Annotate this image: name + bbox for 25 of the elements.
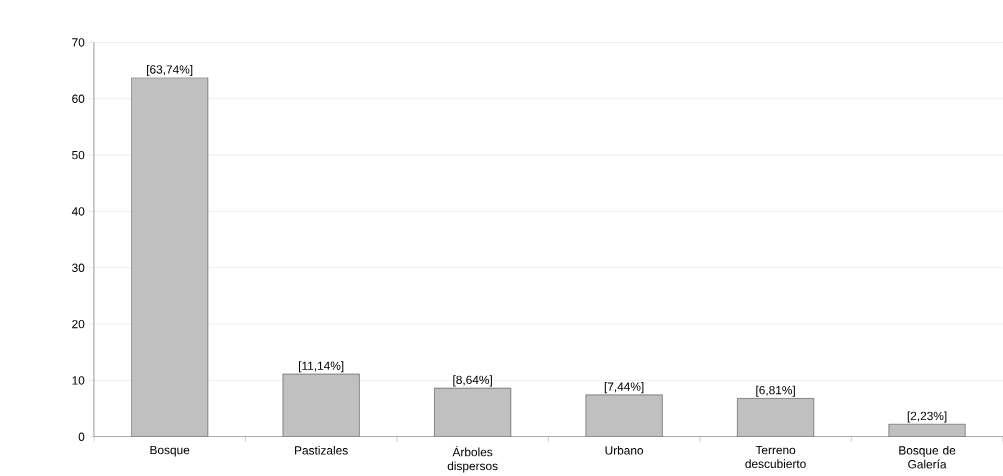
data-label: [63,74%]: [147, 64, 193, 76]
data-label: [8,64%]: [453, 375, 492, 387]
x-tick-label: Árboles dispersos: [447, 445, 498, 473]
y-tick-label: 50: [72, 150, 85, 160]
x-tick-label: Bosque de Galería: [899, 445, 956, 469]
bar: [434, 387, 511, 437]
data-label: [6,81%]: [756, 385, 795, 397]
y-tick-label: 10: [72, 376, 85, 385]
y-tick-label: 30: [72, 263, 85, 272]
data-label: [7,44%]: [604, 381, 644, 393]
x-tick-label: Urbano: [605, 445, 644, 455]
x-tick-label: Bosque: [150, 445, 190, 457]
x-tick-label: Pastizales: [295, 445, 348, 455]
bar: [282, 373, 360, 437]
y-tick-label: 70: [72, 38, 85, 47]
bar: [585, 394, 663, 437]
y-tick-label: 0: [78, 432, 85, 441]
y-tick-label: 20: [72, 319, 85, 329]
bar: [737, 398, 814, 437]
x-tick-label: Terreno descubierto: [745, 445, 806, 468]
data-label: [2,23%]: [907, 411, 947, 423]
y-tick-label: 60: [72, 94, 85, 103]
data-label: [11,14%]: [299, 361, 344, 373]
y-tick-label: 40: [71, 207, 85, 216]
bar: [131, 77, 208, 437]
